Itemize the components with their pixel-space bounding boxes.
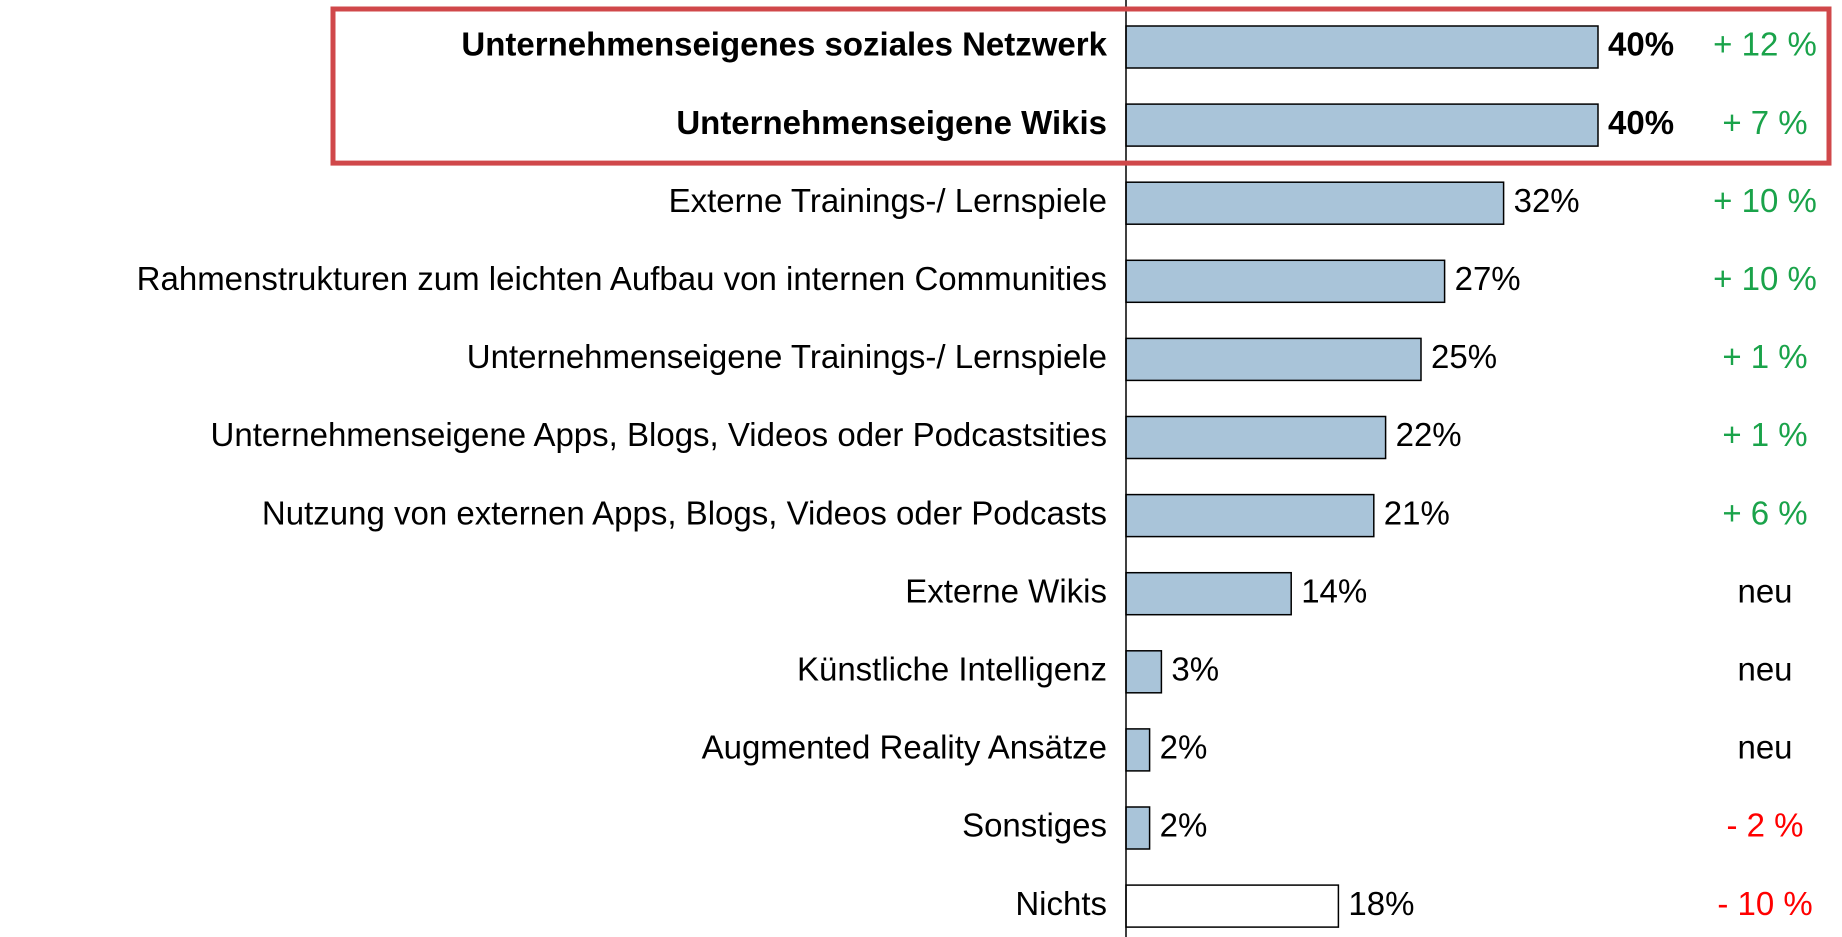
bar xyxy=(1125,259,1446,304)
value-label: 22% xyxy=(1396,416,1462,453)
change-label: + 10 % xyxy=(1713,182,1817,219)
value-label: 25% xyxy=(1431,338,1497,375)
change-label: + 1 % xyxy=(1722,338,1807,375)
change-label: - 2 % xyxy=(1726,807,1803,844)
value-label: 2% xyxy=(1160,807,1208,844)
change-label: + 10 % xyxy=(1713,260,1817,297)
value-label: 18% xyxy=(1348,885,1414,922)
change-label: + 6 % xyxy=(1722,494,1807,531)
category-label: Augmented Reality Ansätze xyxy=(702,729,1107,766)
change-label: neu xyxy=(1737,651,1792,688)
bar xyxy=(1125,728,1151,772)
category-label: Externe Trainings-/ Lernspiele xyxy=(669,182,1107,219)
change-label: neu xyxy=(1737,572,1792,609)
value-label: 40% xyxy=(1608,26,1674,63)
change-label: neu xyxy=(1737,729,1792,766)
value-label: 27% xyxy=(1455,260,1521,297)
value-label: 32% xyxy=(1514,182,1580,219)
category-label: Rahmenstrukturen zum leichten Aufbau von… xyxy=(137,260,1107,297)
category-label: Nichts xyxy=(1015,885,1107,922)
category-label: Unternehmenseigene Wikis xyxy=(676,104,1107,141)
change-label: - 10 % xyxy=(1717,885,1812,922)
value-label: 40% xyxy=(1608,104,1674,141)
bar xyxy=(1125,181,1505,225)
bar xyxy=(1125,884,1340,928)
category-label: Unternehmenseigene Trainings-/ Lernspiel… xyxy=(467,338,1107,375)
category-label: Nutzung von externen Apps, Blogs, Videos… xyxy=(262,494,1107,531)
change-label: + 7 % xyxy=(1722,104,1807,141)
bar xyxy=(1125,571,1292,616)
bar xyxy=(1125,103,1599,147)
highlight-box xyxy=(330,6,1832,166)
category-label: Externe Wikis xyxy=(905,572,1107,609)
bar xyxy=(1125,493,1375,538)
value-label: 21% xyxy=(1384,494,1450,531)
bar xyxy=(1125,650,1163,694)
value-label: 2% xyxy=(1160,729,1208,766)
bar xyxy=(1125,337,1422,382)
bar xyxy=(1125,25,1599,69)
value-label: 14% xyxy=(1301,572,1367,609)
bar xyxy=(1125,415,1387,460)
value-label: 3% xyxy=(1171,651,1219,688)
category-label: Sonstiges xyxy=(962,807,1107,844)
change-label: + 1 % xyxy=(1722,416,1807,453)
category-label: Künstliche Intelligenz xyxy=(797,651,1107,688)
bar xyxy=(1125,806,1151,850)
category-label: Unternehmenseigenes soziales Netzwerk xyxy=(461,26,1107,63)
change-label: + 12 % xyxy=(1713,26,1817,63)
category-label: Unternehmenseigene Apps, Blogs, Videos o… xyxy=(211,416,1107,453)
